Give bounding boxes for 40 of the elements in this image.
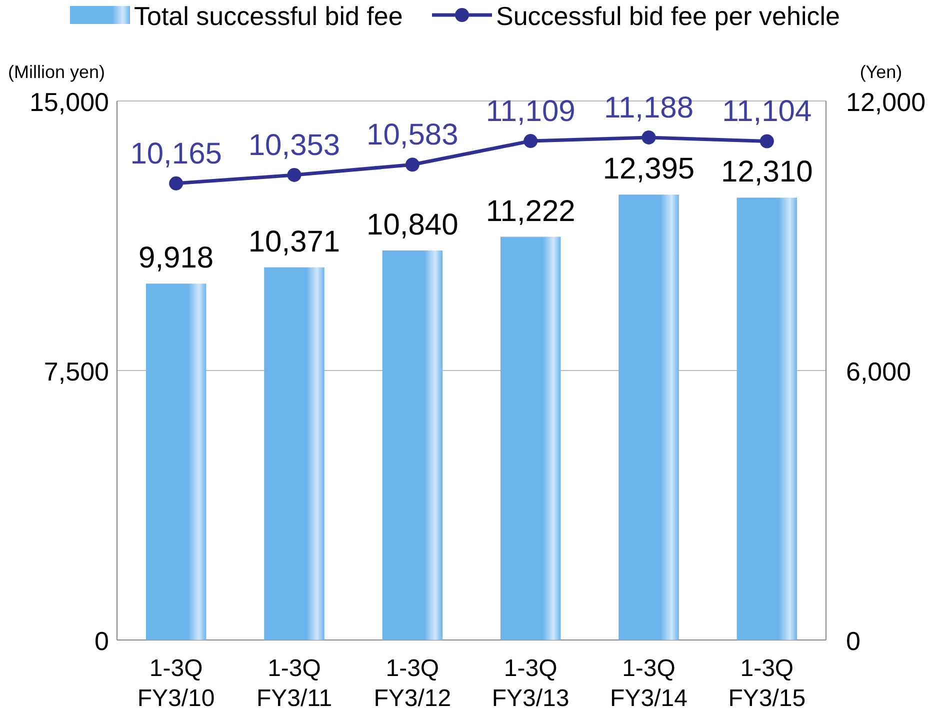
data-label: 12,395 bbox=[602, 152, 695, 186]
data-label: 10,583 bbox=[366, 118, 458, 152]
bar bbox=[264, 267, 324, 640]
x-tick-label: 1-3Q FY3/15 bbox=[728, 655, 806, 712]
y-tick-label: 0 bbox=[94, 626, 109, 656]
y2-tick-label: 6,000 bbox=[846, 356, 912, 386]
point bbox=[405, 158, 420, 172]
x-tick-label: 1-3Q FY3/13 bbox=[492, 655, 570, 712]
point bbox=[169, 176, 184, 190]
data-label: 10,371 bbox=[248, 225, 340, 258]
x-tick-label: 1-3Q FY3/11 bbox=[256, 655, 332, 712]
bar bbox=[618, 194, 679, 640]
point bbox=[760, 134, 774, 148]
legend-label: Total successful bid fee bbox=[134, 1, 403, 31]
y-axis-title: (Million yen) bbox=[8, 62, 106, 82]
y-tick-label: 7,500 bbox=[44, 356, 109, 386]
data-label: 11,109 bbox=[486, 95, 576, 128]
data-label: 11,188 bbox=[604, 91, 694, 124]
point bbox=[642, 130, 656, 144]
data-label: 11,222 bbox=[486, 194, 576, 228]
bar bbox=[382, 250, 443, 640]
point bbox=[524, 134, 538, 148]
point bbox=[287, 168, 302, 182]
data-label: 10,840 bbox=[366, 208, 458, 242]
y-tick-label: 15,000 bbox=[29, 87, 109, 117]
data-label: 11,104 bbox=[722, 95, 812, 128]
y2-axis-title: (Yen) bbox=[860, 62, 902, 82]
x-tick-label: 1-3Q FY3/10 bbox=[137, 655, 215, 712]
bar bbox=[146, 284, 206, 640]
data-label: 10,165 bbox=[130, 137, 222, 170]
data-label: 10,353 bbox=[248, 128, 340, 162]
x-tick-label: 1-3Q FY3/12 bbox=[374, 655, 452, 712]
y2-tick-label: 0 bbox=[846, 626, 860, 656]
data-label: 12,310 bbox=[721, 156, 813, 189]
bar bbox=[736, 198, 798, 640]
x-tick-label: 1-3Q FY3/14 bbox=[610, 655, 688, 712]
y2-tick-label: 12,000 bbox=[846, 87, 926, 117]
data-label: 9,918 bbox=[138, 242, 214, 275]
legend-label: Successful bid fee per vehicle bbox=[496, 1, 840, 31]
bar bbox=[500, 236, 561, 640]
